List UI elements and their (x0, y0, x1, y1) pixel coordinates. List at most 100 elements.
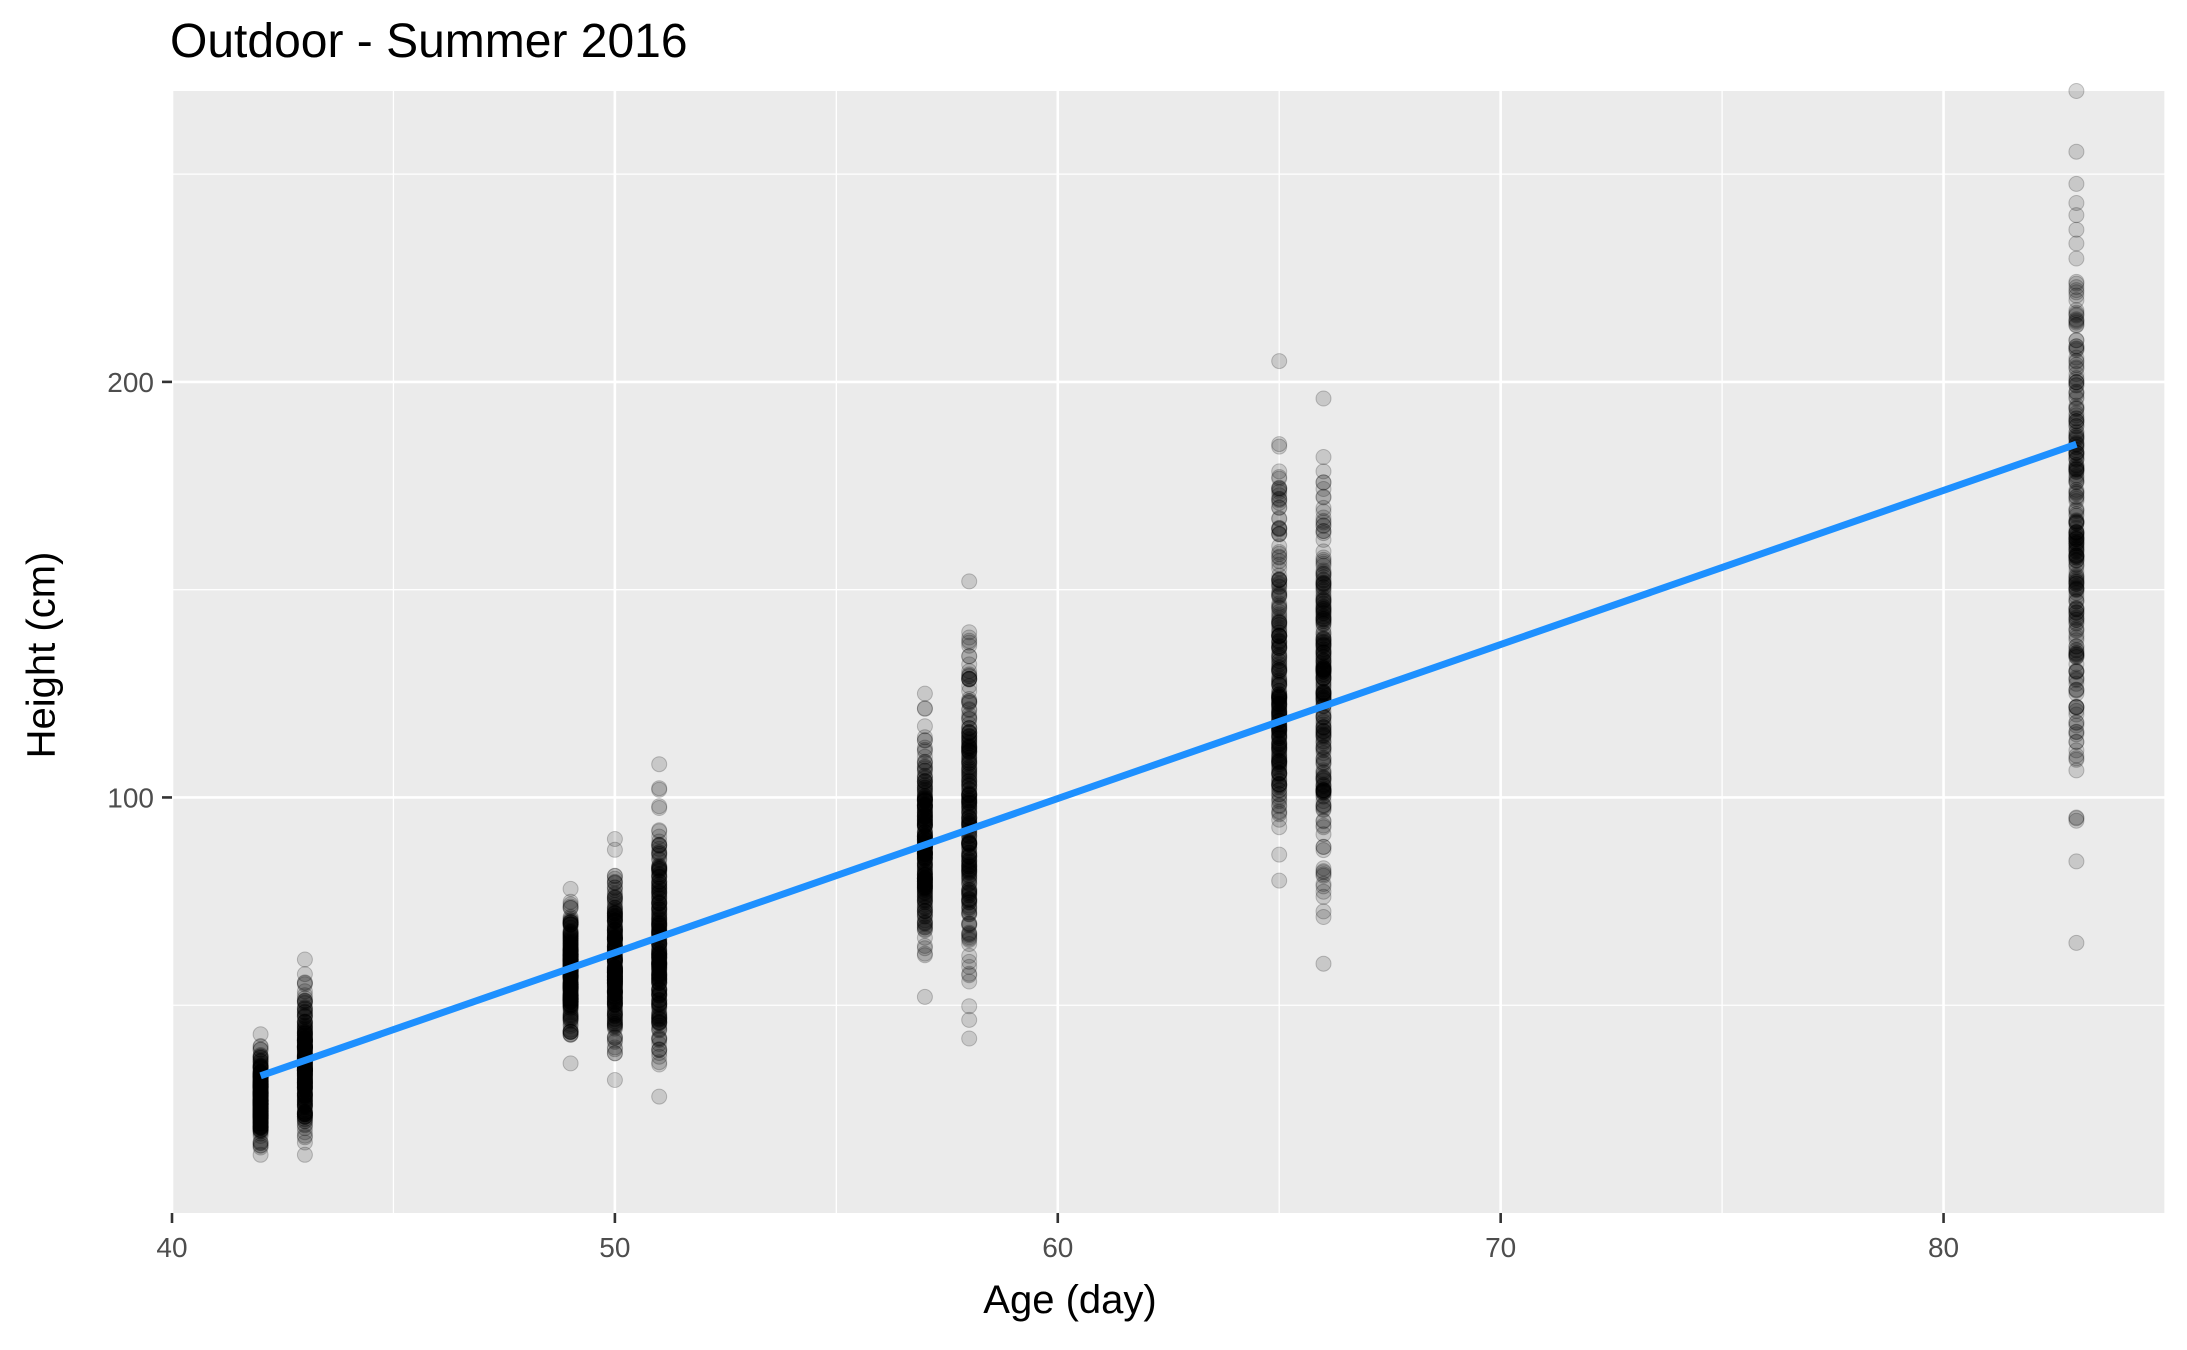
data-point (2068, 682, 2085, 699)
data-point (252, 1090, 269, 1107)
data-point (562, 994, 579, 1011)
data-point (562, 1008, 579, 1025)
data-point (252, 1101, 269, 1118)
data-point (252, 1103, 269, 1120)
data-point (562, 939, 579, 956)
data-point (252, 1096, 269, 1113)
data-point (562, 898, 579, 915)
data-point (252, 1109, 269, 1126)
data-point (296, 1033, 313, 1050)
data-point (296, 1071, 313, 1088)
data-point (252, 1084, 269, 1101)
data-point (252, 1041, 269, 1058)
data-point (2068, 481, 2085, 498)
data-point (252, 1076, 269, 1093)
data-point (296, 1103, 313, 1120)
data-point (606, 964, 623, 981)
data-point (296, 1029, 313, 1046)
data-point (252, 1128, 269, 1144)
data-point (1315, 481, 1332, 497)
data-point (252, 1122, 269, 1139)
data-point (2068, 374, 2085, 391)
data-point (562, 930, 579, 947)
data-point (296, 1031, 313, 1048)
data-point (562, 936, 579, 953)
data-point (916, 685, 933, 702)
data-point (562, 987, 579, 1004)
data-point (252, 1095, 269, 1112)
data-point (606, 922, 623, 938)
data-point (562, 990, 579, 1006)
data-point (562, 914, 579, 931)
data-point (562, 934, 579, 951)
data-point (252, 1082, 269, 1099)
data-point (606, 900, 623, 917)
data-point (606, 956, 623, 972)
data-point (252, 1108, 269, 1125)
major-gridlines (170, 91, 2165, 1213)
data-point (252, 1078, 269, 1095)
data-point (296, 1040, 313, 1057)
data-point (296, 975, 313, 991)
data-point (606, 990, 623, 1007)
data-point (2068, 647, 2085, 664)
data-point (1315, 390, 1332, 407)
data-point (296, 1027, 313, 1044)
data-point (252, 1078, 269, 1095)
data-point (562, 976, 579, 993)
data-point (252, 1110, 269, 1127)
data-point (296, 1093, 313, 1110)
data-point (606, 867, 623, 884)
data-point (296, 1077, 313, 1094)
data-point (252, 1096, 269, 1113)
data-point (562, 939, 579, 956)
data-point (961, 693, 978, 710)
data-point (562, 925, 579, 942)
data-point (562, 943, 579, 960)
data-point (252, 1108, 269, 1125)
data-point (562, 1012, 579, 1029)
data-point (562, 1055, 579, 1072)
data-point (562, 1026, 579, 1043)
data-point (296, 1023, 313, 1040)
data-point (252, 1049, 269, 1066)
data-point (562, 936, 579, 953)
data-point (252, 1090, 269, 1107)
data-point (916, 988, 933, 1005)
data-point (252, 1076, 269, 1093)
data-point (1315, 709, 1332, 726)
data-point (296, 1106, 313, 1123)
data-point (252, 1104, 269, 1120)
data-point (2068, 195, 2085, 211)
data-point (1271, 753, 1288, 770)
data-point (252, 1115, 269, 1132)
data-point (1271, 628, 1288, 645)
data-point (562, 937, 579, 954)
data-point (562, 980, 579, 997)
data-point (252, 1085, 269, 1102)
data-point (916, 748, 933, 765)
data-point (562, 880, 579, 897)
data-point (562, 1023, 579, 1040)
data-point (252, 1095, 269, 1112)
data-point (252, 1084, 269, 1101)
data-point (562, 979, 579, 996)
data-point (2068, 314, 2085, 331)
data-point (606, 979, 623, 996)
data-point (252, 1087, 269, 1104)
data-point (252, 1096, 269, 1113)
data-point (916, 700, 933, 717)
data-point (2068, 762, 2085, 779)
data-point (252, 1109, 269, 1126)
data-point (651, 1022, 668, 1039)
data-point (606, 894, 623, 911)
data-point (296, 1076, 313, 1093)
data-point (296, 1079, 313, 1096)
data-point (252, 1026, 269, 1043)
data-point (296, 1037, 313, 1054)
data-point (252, 1107, 269, 1124)
data-point (562, 992, 579, 1009)
data-point (606, 964, 623, 980)
data-point (296, 1023, 313, 1040)
data-point (562, 990, 579, 1006)
